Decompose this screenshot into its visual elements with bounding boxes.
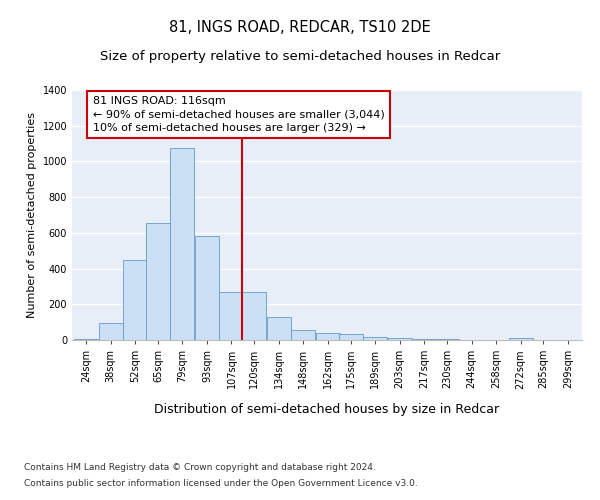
Bar bbox=[98, 323, 122, 340]
Text: Contains public sector information licensed under the Open Government Licence v3: Contains public sector information licen… bbox=[24, 478, 418, 488]
Bar bbox=[363, 337, 387, 340]
Bar bbox=[146, 223, 170, 340]
Bar bbox=[292, 330, 316, 340]
Text: 81 INGS ROAD: 116sqm
← 90% of semi-detached houses are smaller (3,044)
10% of se: 81 INGS ROAD: 116sqm ← 90% of semi-detac… bbox=[93, 96, 385, 132]
Bar bbox=[170, 148, 194, 340]
Bar bbox=[220, 292, 244, 340]
Bar bbox=[242, 292, 266, 340]
Text: Contains HM Land Registry data © Crown copyright and database right 2024.: Contains HM Land Registry data © Crown c… bbox=[24, 464, 376, 472]
Bar bbox=[412, 338, 436, 340]
Bar bbox=[388, 338, 412, 340]
Bar bbox=[74, 339, 98, 340]
Bar bbox=[123, 260, 147, 340]
Text: Distribution of semi-detached houses by size in Redcar: Distribution of semi-detached houses by … bbox=[154, 402, 500, 415]
Bar bbox=[338, 334, 362, 340]
Text: Size of property relative to semi-detached houses in Redcar: Size of property relative to semi-detach… bbox=[100, 50, 500, 63]
Bar bbox=[316, 333, 340, 340]
Bar bbox=[195, 236, 219, 340]
Bar bbox=[267, 317, 291, 340]
Bar bbox=[509, 338, 533, 340]
Y-axis label: Number of semi-detached properties: Number of semi-detached properties bbox=[27, 112, 37, 318]
Text: 81, INGS ROAD, REDCAR, TS10 2DE: 81, INGS ROAD, REDCAR, TS10 2DE bbox=[169, 20, 431, 35]
Bar bbox=[435, 339, 459, 340]
